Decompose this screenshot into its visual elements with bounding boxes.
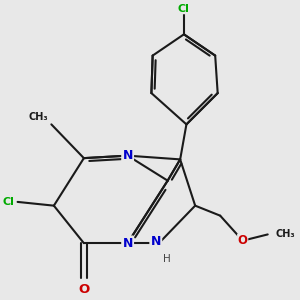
Text: CH₃: CH₃ — [275, 230, 295, 239]
Text: Cl: Cl — [3, 197, 14, 207]
Text: CH₃: CH₃ — [28, 112, 48, 122]
Text: H: H — [163, 254, 170, 264]
Text: N: N — [151, 236, 161, 248]
Text: Cl: Cl — [178, 4, 190, 14]
Text: N: N — [122, 237, 133, 250]
Text: O: O — [238, 234, 248, 247]
Text: N: N — [122, 149, 133, 162]
Text: O: O — [78, 283, 89, 296]
